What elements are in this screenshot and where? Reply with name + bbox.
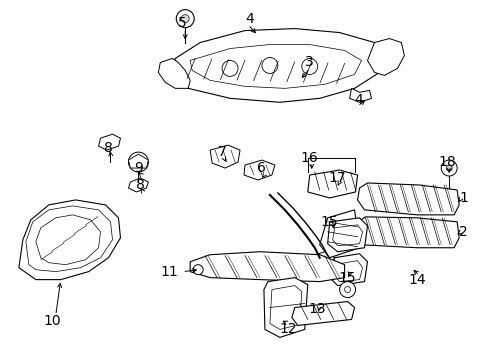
Polygon shape (244, 160, 274, 180)
Text: 16: 16 (300, 151, 318, 165)
Circle shape (222, 60, 238, 76)
Text: 4: 4 (354, 93, 363, 107)
Text: 12: 12 (279, 323, 296, 337)
Circle shape (176, 10, 194, 28)
Polygon shape (329, 254, 367, 285)
Circle shape (301, 58, 317, 75)
Polygon shape (332, 225, 362, 246)
Polygon shape (128, 154, 148, 168)
Text: 7: 7 (217, 145, 226, 159)
Polygon shape (99, 134, 120, 150)
Polygon shape (291, 302, 354, 325)
Polygon shape (26, 206, 112, 272)
Polygon shape (307, 170, 357, 198)
Polygon shape (128, 178, 148, 192)
Text: 11: 11 (160, 265, 178, 279)
Circle shape (193, 265, 203, 275)
Polygon shape (190, 45, 361, 88)
Polygon shape (357, 183, 458, 215)
Polygon shape (190, 252, 344, 282)
Polygon shape (19, 200, 120, 280)
Polygon shape (355, 217, 458, 248)
Text: 9: 9 (134, 161, 142, 175)
Polygon shape (315, 252, 334, 268)
Text: 4: 4 (244, 12, 253, 26)
Text: 5: 5 (178, 15, 186, 30)
Circle shape (339, 282, 355, 298)
Text: 8: 8 (136, 178, 144, 192)
Circle shape (262, 58, 277, 73)
Polygon shape (36, 215, 101, 265)
Circle shape (128, 152, 148, 172)
Text: 15: 15 (320, 215, 338, 229)
Polygon shape (349, 88, 371, 102)
Text: 18: 18 (437, 155, 455, 169)
Text: 14: 14 (407, 273, 425, 287)
Polygon shape (327, 218, 367, 252)
Circle shape (344, 287, 350, 293)
Text: 3: 3 (304, 55, 313, 69)
Polygon shape (269, 285, 301, 329)
Polygon shape (367, 39, 404, 75)
Polygon shape (334, 261, 362, 282)
Text: 13: 13 (308, 302, 326, 316)
Polygon shape (158, 58, 190, 88)
Polygon shape (210, 145, 240, 168)
Polygon shape (264, 278, 307, 337)
Circle shape (181, 15, 189, 23)
Text: 10: 10 (44, 314, 61, 328)
Text: 2: 2 (458, 225, 467, 239)
Text: 15: 15 (338, 271, 356, 285)
Text: 8: 8 (104, 141, 113, 155)
Text: 1: 1 (458, 191, 467, 205)
Circle shape (446, 165, 451, 171)
Circle shape (440, 160, 456, 176)
Polygon shape (319, 210, 359, 258)
Text: 6: 6 (257, 161, 266, 175)
Text: 17: 17 (328, 171, 346, 185)
Polygon shape (172, 28, 386, 102)
